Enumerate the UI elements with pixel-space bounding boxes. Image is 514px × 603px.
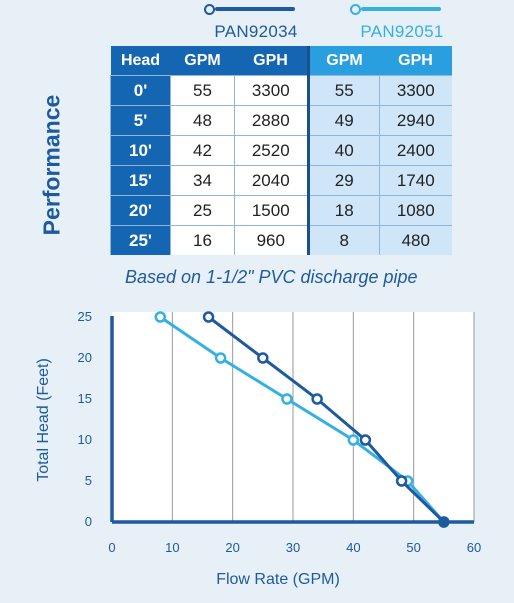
gpm-1-cell: 25 bbox=[170, 195, 235, 226]
table-row: 10' 42 2520 40 2400 bbox=[110, 135, 452, 166]
gph-1-cell: 960 bbox=[234, 225, 308, 255]
data-point bbox=[359, 434, 372, 446]
performance-chart: 0 10 20 30 40 50 60 0 5 10 15 20 25 Flow Rate (GPM) To… bbox=[35, 309, 481, 588]
legend-line-marker bbox=[196, 2, 316, 16]
y-axis-label: Total Head (Feet) bbox=[35, 358, 52, 482]
table-footnote: Based on 1-1/2" PVC discharge pipe bbox=[125, 267, 418, 287]
head-cell: 20' bbox=[110, 195, 171, 226]
head-cell: 15' bbox=[110, 165, 171, 196]
gph-1-cell: 2880 bbox=[234, 105, 308, 136]
gpm-2-cell: 55 bbox=[306, 75, 380, 106]
gph-2-cell: 3300 bbox=[379, 75, 452, 106]
head-cell: 25' bbox=[110, 225, 171, 255]
x-axis-label: Flow Rate (GPM) bbox=[216, 571, 340, 588]
data-point bbox=[154, 311, 167, 323]
gpm-1-cell: 16 bbox=[170, 225, 235, 255]
gph-1-cell: 1500 bbox=[234, 195, 308, 226]
legend: PAN92034 PAN92051 bbox=[0, 0, 514, 46]
performance-title: Performance bbox=[38, 94, 65, 236]
legend-label: PAN92051 bbox=[360, 22, 444, 41]
gph-2-cell: 1740 bbox=[379, 165, 452, 196]
gph-1-cell: 2040 bbox=[234, 165, 308, 196]
x-tick-label: 40 bbox=[346, 540, 360, 555]
series-line-pan92051 bbox=[159, 315, 445, 523]
gpm-2-cell: 8 bbox=[306, 225, 380, 255]
legend-line-icon bbox=[215, 7, 295, 11]
gpm-2-cell: 18 bbox=[306, 195, 380, 226]
y-tick-label: 10 bbox=[78, 432, 92, 447]
data-point bbox=[438, 516, 450, 528]
table-row: 0' 55 3300 55 3300 bbox=[110, 75, 452, 106]
header-gpm-2: GPM bbox=[306, 46, 380, 76]
gph-2-cell: 480 bbox=[379, 225, 452, 255]
performance-table: Head GPM GPH GPM GPH 0' 55 3300 55 3300 5' 48 2… bbox=[110, 46, 452, 255]
gpm-2-cell: 49 bbox=[306, 105, 380, 136]
table-row: 20' 25 1500 18 1080 bbox=[110, 195, 452, 226]
y-tick-label: 0 bbox=[85, 514, 92, 529]
legend-line-marker bbox=[342, 2, 462, 16]
header-gph-1: GPH bbox=[234, 46, 308, 76]
gpm-2-cell: 40 bbox=[306, 135, 380, 166]
gph-2-cell: 2940 bbox=[379, 105, 452, 136]
data-point bbox=[347, 434, 360, 446]
data-point bbox=[311, 393, 323, 405]
gpm-1-cell: 42 bbox=[170, 135, 235, 166]
legend-line-icon bbox=[361, 7, 441, 11]
gpm-1-cell: 48 bbox=[170, 105, 235, 136]
legend-label: PAN92034 bbox=[214, 22, 298, 41]
legend-item-pan92034: PAN92034 bbox=[196, 2, 316, 42]
gph-1-cell: 2520 bbox=[234, 135, 308, 166]
y-tick-label: 5 bbox=[85, 473, 92, 488]
gpm-2-cell: 29 bbox=[306, 165, 380, 196]
x-tick-label: 0 bbox=[108, 540, 115, 555]
table-row: 25' 16 960 8 480 bbox=[110, 225, 452, 255]
series-line-pan92034 bbox=[207, 315, 445, 524]
data-point bbox=[214, 352, 227, 364]
gph-2-cell: 2400 bbox=[379, 135, 452, 166]
gph-1-cell: 3300 bbox=[234, 75, 308, 106]
gpm-1-cell: 34 bbox=[170, 165, 235, 196]
legend-item-pan92051: PAN92051 bbox=[342, 2, 462, 42]
table-header-row: Head GPM GPH GPM GPH bbox=[110, 46, 452, 76]
head-cell: 0' bbox=[110, 75, 171, 106]
data-point bbox=[281, 393, 293, 405]
y-tick-label: 25 bbox=[78, 309, 92, 324]
legend-marker-icon bbox=[350, 4, 361, 15]
x-tick-label: 10 bbox=[165, 540, 179, 555]
gph-2-cell: 1080 bbox=[379, 195, 452, 226]
gpm-1-cell: 55 bbox=[170, 75, 235, 106]
table-row: 15' 34 2040 29 1740 bbox=[110, 165, 452, 196]
data-point bbox=[257, 352, 269, 364]
head-cell: 5' bbox=[110, 105, 171, 136]
table-row: 5' 48 2880 49 2940 bbox=[110, 105, 452, 136]
header-gpm-1: GPM bbox=[170, 46, 235, 76]
y-tick-label: 15 bbox=[78, 391, 92, 406]
x-tick-label: 30 bbox=[286, 540, 300, 555]
header-head: Head bbox=[110, 46, 171, 76]
data-point bbox=[202, 311, 215, 323]
head-cell: 10' bbox=[110, 135, 171, 166]
x-tick-label: 20 bbox=[225, 540, 239, 555]
header-gph-2: GPH bbox=[379, 46, 452, 76]
legend-marker-icon bbox=[204, 4, 215, 15]
y-tick-label: 20 bbox=[78, 350, 92, 365]
data-point bbox=[395, 475, 408, 487]
x-tick-label: 60 bbox=[467, 540, 481, 555]
x-tick-label: 50 bbox=[406, 540, 420, 555]
